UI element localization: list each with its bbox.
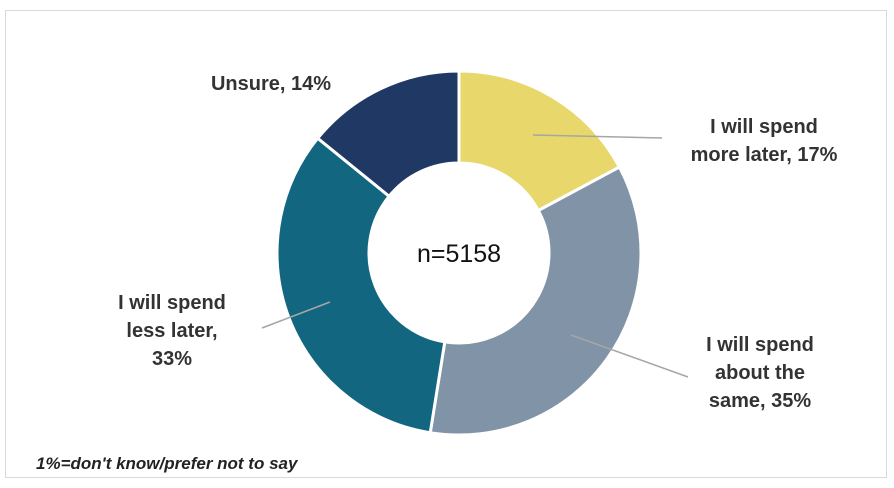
- slice-label-4: Unsure, 14%: [211, 73, 331, 95]
- slice-label-line: I will spend: [710, 116, 818, 138]
- slice-label-line: I will spend: [118, 292, 226, 314]
- donut-slice-4: [315, 69, 461, 199]
- leader-line-1: [532, 134, 663, 139]
- donut-slice-3: [275, 136, 447, 435]
- slice-label-line: I will spend: [706, 334, 814, 356]
- slice-label-line: less later,: [126, 320, 217, 342]
- leader-line-2: [570, 334, 689, 378]
- leader-line-3: [261, 301, 331, 329]
- slice-label-1: I will spend more later, 17%: [691, 116, 838, 166]
- footnote: 1%=don't know/prefer not to say: [36, 454, 298, 473]
- slice-label-line: 33%: [152, 348, 192, 370]
- slice-label-line: about the: [715, 362, 805, 384]
- slice-label-2: I will spend about the same, 35%: [706, 334, 814, 412]
- slice-label-line: same, 35%: [709, 390, 812, 412]
- donut-slice-2: [428, 165, 643, 437]
- slice-label-line: Unsure, 14%: [211, 73, 331, 95]
- donut-slice-1: [457, 69, 622, 213]
- slice-label-line: more later, 17%: [691, 144, 838, 166]
- center-label: n=5158: [417, 240, 501, 268]
- slice-label-3: I will spend less later, 33%: [118, 292, 226, 370]
